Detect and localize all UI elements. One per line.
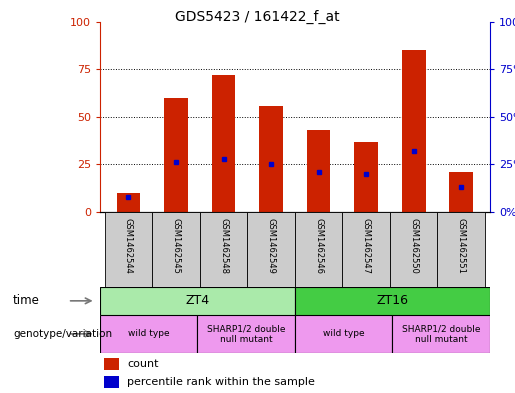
Text: GDS5423 / 161422_f_at: GDS5423 / 161422_f_at [175, 10, 340, 24]
Bar [197, 315, 295, 353]
Bar [152, 212, 200, 287]
Bar [100, 315, 197, 353]
Bar [200, 212, 247, 287]
Bar [354, 141, 378, 212]
Bar [392, 315, 490, 353]
Bar [212, 75, 235, 212]
Text: GSM1462547: GSM1462547 [362, 218, 371, 274]
Text: wild type: wild type [323, 329, 365, 338]
Bar [295, 212, 342, 287]
Bar [247, 212, 295, 287]
Text: GSM1462546: GSM1462546 [314, 218, 323, 274]
Text: genotype/variation: genotype/variation [13, 329, 112, 339]
Text: GSM1462551: GSM1462551 [457, 218, 466, 274]
Bar [105, 212, 152, 287]
Text: SHARP1/2 double
null mutant: SHARP1/2 double null mutant [207, 324, 285, 343]
Text: count: count [127, 359, 159, 369]
Bar [104, 358, 119, 370]
Bar [164, 98, 188, 212]
Text: percentile rank within the sample: percentile rank within the sample [127, 377, 315, 387]
Text: ZT4: ZT4 [185, 294, 210, 307]
Bar [259, 106, 283, 212]
Text: time: time [13, 294, 40, 307]
Bar [342, 212, 390, 287]
Text: GSM1462544: GSM1462544 [124, 218, 133, 274]
Text: GSM1462545: GSM1462545 [171, 218, 180, 274]
Bar [307, 130, 331, 212]
Text: wild type: wild type [128, 329, 169, 338]
Bar [437, 212, 485, 287]
Text: GSM1462549: GSM1462549 [267, 218, 276, 274]
Text: GSM1462548: GSM1462548 [219, 218, 228, 274]
Bar [295, 315, 392, 353]
Text: ZT16: ZT16 [376, 294, 408, 307]
Bar [100, 287, 295, 315]
Bar [104, 376, 119, 388]
Bar [390, 212, 437, 287]
Text: GSM1462550: GSM1462550 [409, 218, 418, 274]
Bar [450, 172, 473, 212]
Bar [402, 50, 425, 212]
Text: SHARP1/2 double
null mutant: SHARP1/2 double null mutant [402, 324, 480, 343]
Bar [295, 287, 490, 315]
Bar [116, 193, 140, 212]
